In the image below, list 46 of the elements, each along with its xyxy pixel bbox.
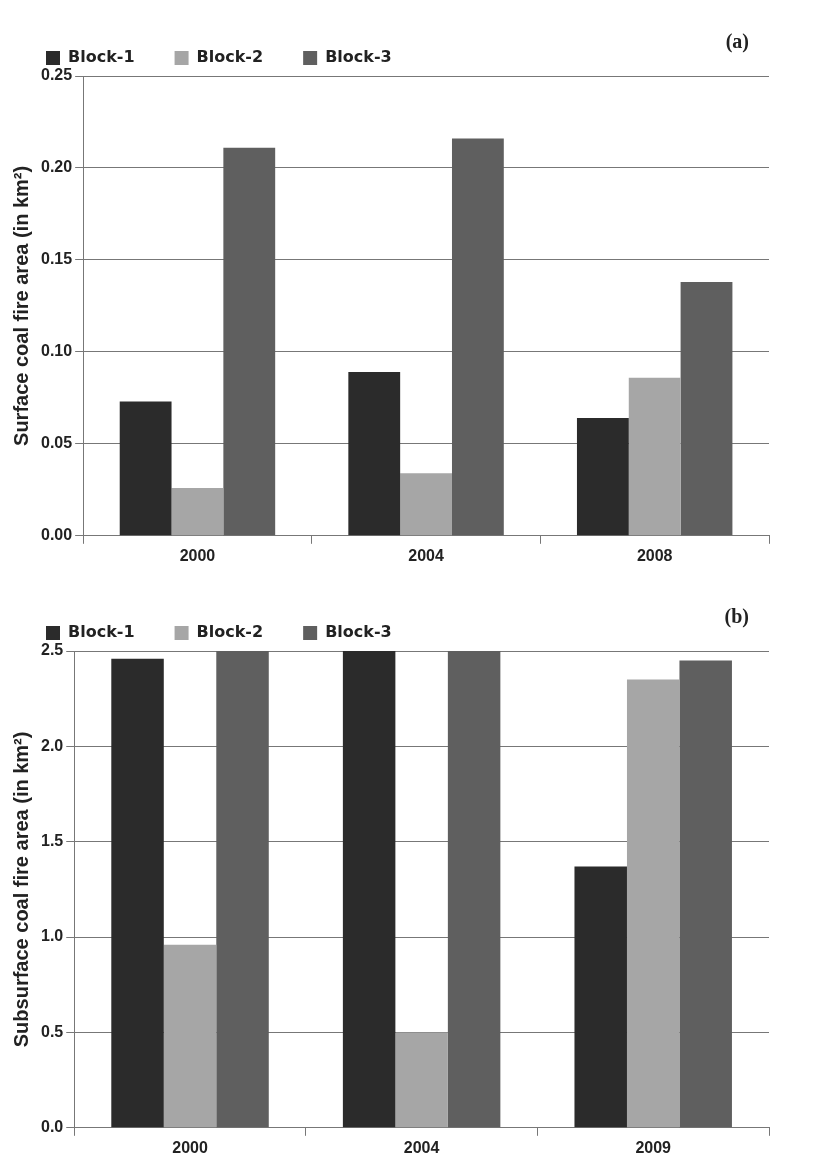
text: (a) (725, 30, 749, 54)
y-tick-label: 0.05 (41, 434, 73, 452)
y-tick-label: 0.0 (40, 1118, 64, 1136)
bar (400, 473, 452, 536)
legend-label: Block-2 (196, 47, 264, 67)
bar (626, 679, 680, 1128)
bar (171, 487, 224, 536)
y-tick-label: 2.0 (40, 736, 64, 754)
bar (342, 651, 396, 1128)
bar (574, 866, 627, 1128)
y-tick-label: 0.10 (41, 342, 73, 360)
y-tick-label: 1.5 (40, 832, 64, 850)
bar (111, 658, 164, 1128)
bar (680, 281, 733, 536)
x-tick-label: 2000 (179, 546, 216, 564)
bar (451, 138, 504, 536)
y-tick-label: 0.25 (41, 66, 73, 84)
x-tick-label: 2004 (403, 1138, 440, 1156)
legend-label: Block-3 (325, 622, 392, 642)
x-tick-label: 2008 (636, 546, 673, 564)
bar (119, 401, 172, 536)
x-tick-label: 2009 (635, 1138, 672, 1156)
legend-label: Block-1 (68, 622, 135, 642)
y-tick-label: 2.5 (40, 641, 64, 659)
bar (447, 651, 501, 1128)
x-tick-label: 2000 (172, 1138, 208, 1156)
y-tick-label: 1.0 (40, 927, 64, 945)
bar (395, 1032, 448, 1128)
y-axis-title: Subsurface coal fire area (in km²) (9, 731, 32, 1048)
bar (576, 418, 629, 536)
bar (348, 372, 401, 536)
legend-label: Block-2 (196, 622, 264, 642)
y-tick-label: 0.15 (41, 250, 73, 268)
bar (628, 377, 681, 536)
bar (679, 660, 732, 1128)
bar (223, 147, 276, 536)
y-tick-label: 0.00 (41, 526, 73, 544)
legend-label: Block-3 (325, 47, 392, 67)
y-tick-label: 0.20 (41, 158, 73, 176)
text: (b) (724, 605, 749, 629)
legend-label: Block-1 (68, 47, 135, 67)
x-tick-label: 2004 (408, 546, 444, 564)
y-axis-title: Surface coal fire area (in km²) (9, 165, 32, 446)
bar (216, 651, 269, 1128)
bar (163, 944, 217, 1128)
y-tick-label: 0.5 (40, 1022, 64, 1040)
